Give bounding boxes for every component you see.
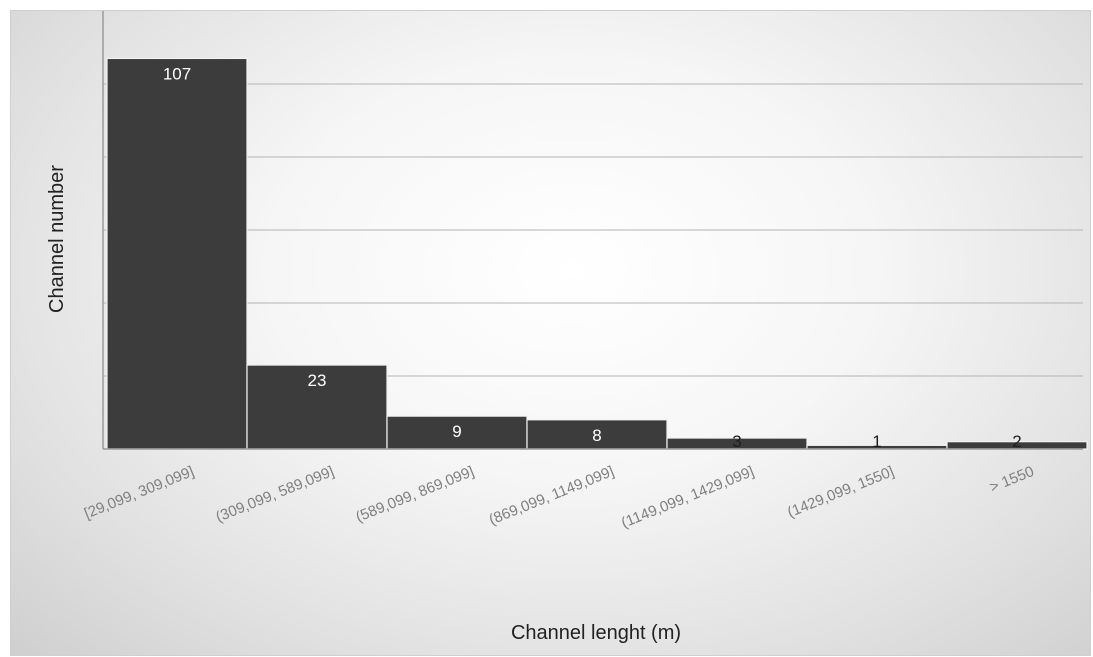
data-label: 107: [163, 64, 191, 83]
x-tick-label: [29,099, 309,099]: [82, 463, 197, 523]
x-tick-label: > 1550: [987, 463, 1036, 496]
bar: [526, 419, 668, 450]
x-tick-label: (1429,099, 1550]: [785, 463, 897, 521]
x-tick-labels: [29,099, 309,099] (309,099, 589,099] (589,…: [82, 463, 1037, 532]
bar: [106, 57, 248, 450]
bar: [246, 364, 388, 450]
bars: [106, 57, 1088, 450]
histogram-chart: 107 23 9 8 3 1 2 [29,099, 309,099] (309,099, 58…: [46, 11, 1088, 644]
data-label: 23: [308, 371, 327, 390]
gridlines: [103, 83, 1083, 377]
data-label: 1: [872, 432, 881, 451]
x-tick-label: (1149,099, 1429,099]: [619, 463, 757, 532]
data-label: 9: [452, 422, 461, 441]
y-axis-title: Channel number: [46, 165, 68, 313]
data-label: 8: [592, 426, 601, 445]
x-tick-label: (309,099, 589,099]: [213, 463, 336, 526]
x-tick-label: (589,099, 869,099]: [353, 463, 476, 526]
chart-frame: 107 23 9 8 3 1 2 [29,099, 309,099] (309,099, 58…: [10, 10, 1091, 656]
x-tick-label: (869,099, 1149,099]: [487, 463, 617, 529]
data-label: 3: [732, 432, 741, 451]
x-axis-title: Channel lenght (m): [511, 622, 681, 644]
data-labels: 107 23 9 8 3 1 2: [163, 64, 1022, 451]
data-label: 2: [1012, 432, 1021, 451]
